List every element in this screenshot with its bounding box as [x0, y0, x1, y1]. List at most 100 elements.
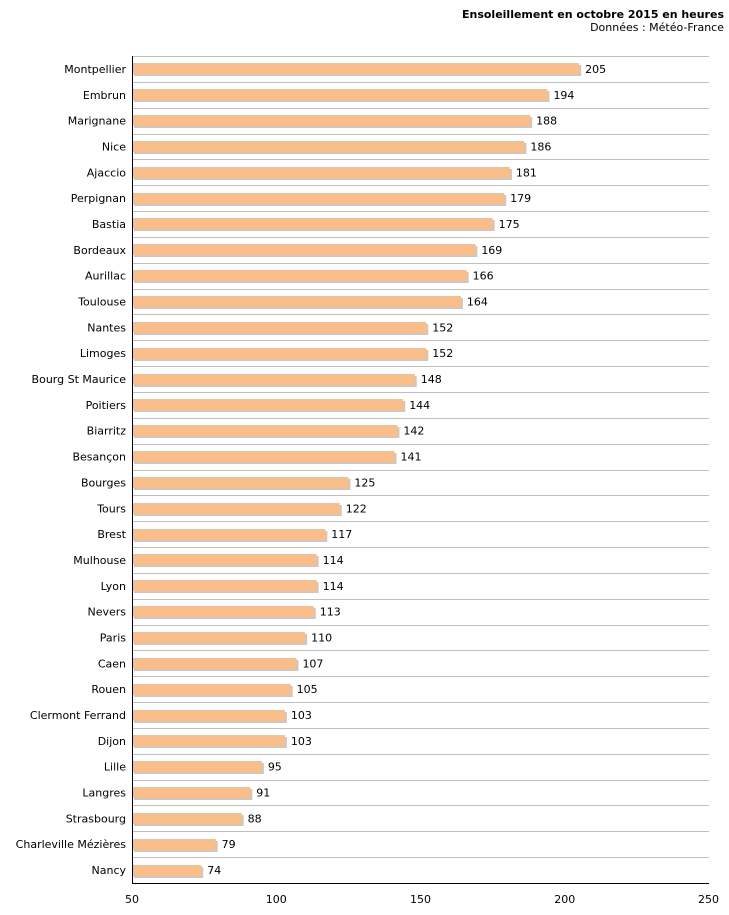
bar — [132, 63, 580, 74]
category-label: Nancy — [92, 864, 127, 877]
category-label: Biarritz — [87, 425, 127, 438]
value-labels: 205 194 188 186 181 179 175 169 166 164 152 152 148 1… — [207, 63, 606, 877]
bar — [132, 425, 398, 436]
bar — [132, 167, 510, 178]
value-label: 144 — [409, 399, 430, 412]
value-label: 142 — [403, 425, 424, 438]
category-label: Montpellier — [64, 63, 126, 76]
category-label: Langres — [82, 787, 126, 800]
value-label: 79 — [222, 838, 236, 851]
category-label: Besançon — [72, 451, 126, 464]
value-label: 194 — [553, 89, 574, 102]
value-label: 107 — [302, 657, 323, 670]
value-label: 117 — [331, 528, 352, 541]
bar — [132, 348, 427, 359]
bar — [132, 141, 525, 152]
category-label: Brest — [97, 528, 126, 541]
category-label: Aurillac — [85, 270, 126, 283]
category-label: Strasbourg — [66, 812, 126, 825]
x-tick-labels: 50 100 150 200 250 — [125, 893, 719, 906]
category-label: Perpignan — [71, 192, 126, 205]
category-label: Nice — [102, 140, 126, 153]
category-label: Clermont Ferrand — [30, 709, 126, 722]
bar — [132, 787, 251, 798]
value-label: 122 — [346, 502, 367, 515]
value-label: 114 — [323, 580, 344, 593]
value-label: 169 — [481, 244, 502, 257]
category-label: Ajaccio — [87, 166, 126, 179]
category-label: Paris — [100, 631, 126, 644]
bar — [132, 606, 314, 617]
bar — [132, 580, 317, 591]
category-label: Nevers — [87, 606, 126, 619]
bars — [132, 63, 580, 876]
value-label: 113 — [320, 606, 341, 619]
x-tick-label: 150 — [410, 893, 431, 906]
value-label: 186 — [530, 140, 551, 153]
value-label: 205 — [585, 63, 606, 76]
value-label: 95 — [268, 761, 282, 774]
bar — [132, 813, 242, 824]
bar — [132, 296, 461, 307]
bar — [132, 632, 306, 643]
category-label: Poitiers — [86, 399, 127, 412]
value-label: 166 — [473, 270, 494, 283]
x-tick-label: 100 — [266, 893, 287, 906]
value-label: 110 — [311, 631, 332, 644]
bar — [132, 735, 285, 746]
value-label: 164 — [467, 296, 488, 309]
x-tick-label: 250 — [698, 893, 719, 906]
x-tick-label: 50 — [125, 893, 139, 906]
category-label: Limoges — [80, 347, 126, 360]
bar — [132, 451, 395, 462]
value-label: 148 — [421, 373, 442, 386]
value-label: 152 — [432, 347, 453, 360]
value-label: 181 — [516, 166, 537, 179]
bar — [132, 529, 326, 540]
axes — [132, 56, 709, 884]
category-label: Charleville Mézières — [16, 838, 127, 851]
chart-subtitle: Données : Météo-France — [590, 21, 724, 34]
category-label: Tours — [96, 502, 126, 515]
value-label: 175 — [499, 218, 520, 231]
category-label: Toulouse — [77, 296, 126, 309]
category-label: Lille — [104, 761, 126, 774]
category-label: Rouen — [91, 683, 126, 696]
bar-shadows — [134, 65, 582, 878]
grid-lines — [132, 56, 709, 884]
bar — [132, 89, 548, 100]
value-label: 125 — [354, 476, 375, 489]
bar — [132, 865, 202, 876]
category-label: Marignane — [68, 115, 126, 128]
category-label: Bourges — [81, 476, 126, 489]
category-label: Dijon — [98, 735, 126, 748]
value-label: 103 — [291, 735, 312, 748]
value-label: 74 — [207, 864, 221, 877]
bar — [132, 658, 297, 669]
value-label: 152 — [432, 321, 453, 334]
category-label: Nantes — [87, 321, 126, 334]
bar — [132, 554, 317, 565]
bar — [132, 399, 404, 410]
bar — [132, 193, 505, 204]
bar — [132, 374, 415, 385]
category-label: Caen — [98, 657, 126, 670]
category-labels: Montpellier Embrun Marignane Nice Ajaccio Per… — [16, 63, 127, 877]
value-label: 141 — [401, 451, 422, 464]
category-label: Bordeaux — [73, 244, 126, 257]
value-label: 103 — [291, 709, 312, 722]
chart-title: Ensoleillement en octobre 2015 en heures — [461, 8, 724, 21]
bar — [132, 115, 531, 126]
category-label: Embrun — [83, 89, 126, 102]
category-label: Mulhouse — [73, 554, 126, 567]
bar — [132, 218, 493, 229]
value-label: 105 — [297, 683, 318, 696]
x-tick-label: 200 — [554, 893, 575, 906]
bar — [132, 477, 349, 488]
value-label: 88 — [248, 812, 262, 825]
value-label: 188 — [536, 115, 557, 128]
bar — [132, 244, 476, 255]
category-label: Lyon — [101, 580, 126, 593]
category-label: Bourg St Maurice — [32, 373, 127, 386]
